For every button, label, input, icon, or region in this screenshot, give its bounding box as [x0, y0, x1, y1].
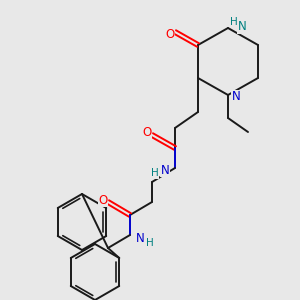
- Text: N: N: [160, 164, 169, 176]
- Text: O: O: [142, 127, 152, 140]
- Text: O: O: [165, 28, 175, 40]
- Text: H: H: [230, 17, 238, 27]
- Text: N: N: [136, 232, 144, 245]
- Text: H: H: [146, 238, 154, 248]
- Text: N: N: [232, 91, 240, 103]
- Text: N: N: [238, 20, 246, 34]
- Text: H: H: [151, 168, 159, 178]
- Text: O: O: [98, 194, 108, 206]
